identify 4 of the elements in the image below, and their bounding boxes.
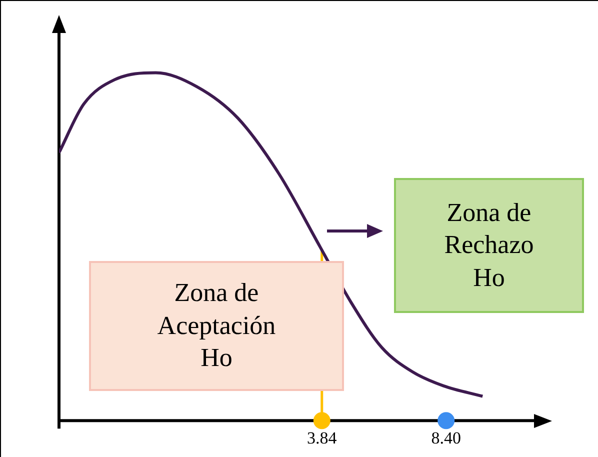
x-tick-label: 3.84 xyxy=(307,428,338,448)
note-box: Zona de Aceptación Ho xyxy=(89,261,344,391)
x-tick-label: 8.40 xyxy=(431,428,461,448)
note-box: Zona de Rechazo Ho xyxy=(394,178,584,313)
